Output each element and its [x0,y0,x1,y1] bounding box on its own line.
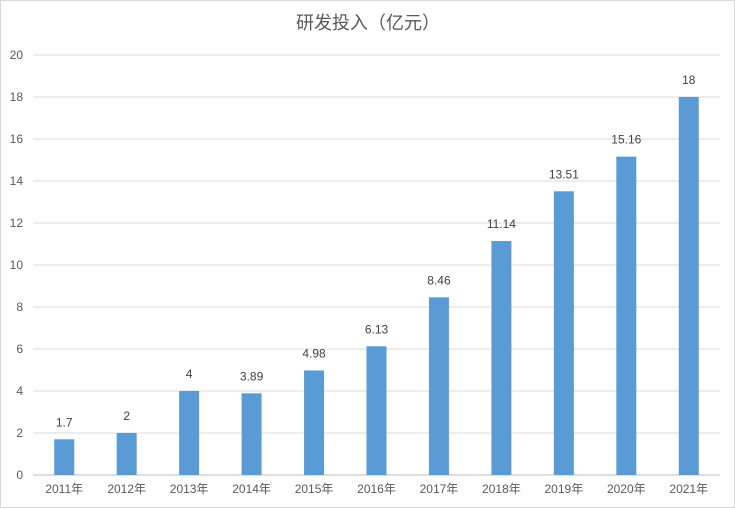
x-tick-label: 2018年 [482,482,521,496]
bar [616,156,637,475]
bar [553,191,574,476]
x-axis-ticks: 2011年 2012年 2013年 2014年 2015年 2016年 2017年 2018年… [45,482,708,496]
bar [366,346,387,475]
x-tick-label: 2014年 [232,482,271,496]
data-label: 2 [123,409,130,423]
x-tick-label: 2012年 [107,482,146,496]
data-label: 8.46 [427,273,451,287]
x-tick-label: 2011年 [45,482,83,496]
data-label: 15.16 [611,133,641,147]
x-tick-label: 2016年 [357,482,396,496]
bar [54,439,75,475]
y-tick-label: 12 [10,216,24,230]
data-label: 4 [186,367,193,381]
bar [116,433,137,475]
data-label: 3.89 [240,369,264,383]
bar [491,241,512,475]
y-tick-label: 6 [16,342,23,356]
bar [678,97,699,475]
bars [54,97,699,476]
data-label: 11.14 [487,217,516,231]
bar [241,393,262,475]
bar [428,297,449,475]
bar [304,370,325,475]
y-tick-label: 10 [10,258,24,272]
y-tick-label: 2 [16,426,23,440]
y-axis-ticks: 0 2 4 6 8 10 12 14 16 18 20 [10,48,24,482]
data-label: 6.13 [365,322,389,336]
x-tick-label: 2015年 [295,482,334,496]
y-tick-label: 4 [16,384,23,398]
gridlines [33,54,720,476]
bar [179,391,200,475]
data-label: 13.51 [549,167,579,181]
x-tick-label: 2020年 [607,482,646,496]
x-tick-label: 2021年 [669,482,708,496]
y-tick-label: 8 [16,300,23,314]
y-tick-label: 16 [10,132,24,146]
y-tick-label: 20 [10,48,24,62]
y-tick-label: 18 [10,90,24,104]
x-tick-label: 2013年 [170,482,209,496]
data-label: 1.7 [56,415,73,429]
data-label: 18 [682,73,696,87]
x-tick-label: 2017年 [420,482,459,496]
x-tick-label: 2019年 [545,482,584,496]
data-label: 4.98 [302,346,326,360]
chart-title: 研发投入（亿元） [296,13,440,34]
data-labels: 1.7 2 4 3.89 4.98 6.13 8.46 11.14 13.51 15.16 18 [56,73,696,429]
y-tick-label: 0 [16,468,23,482]
y-tick-label: 14 [10,174,24,188]
